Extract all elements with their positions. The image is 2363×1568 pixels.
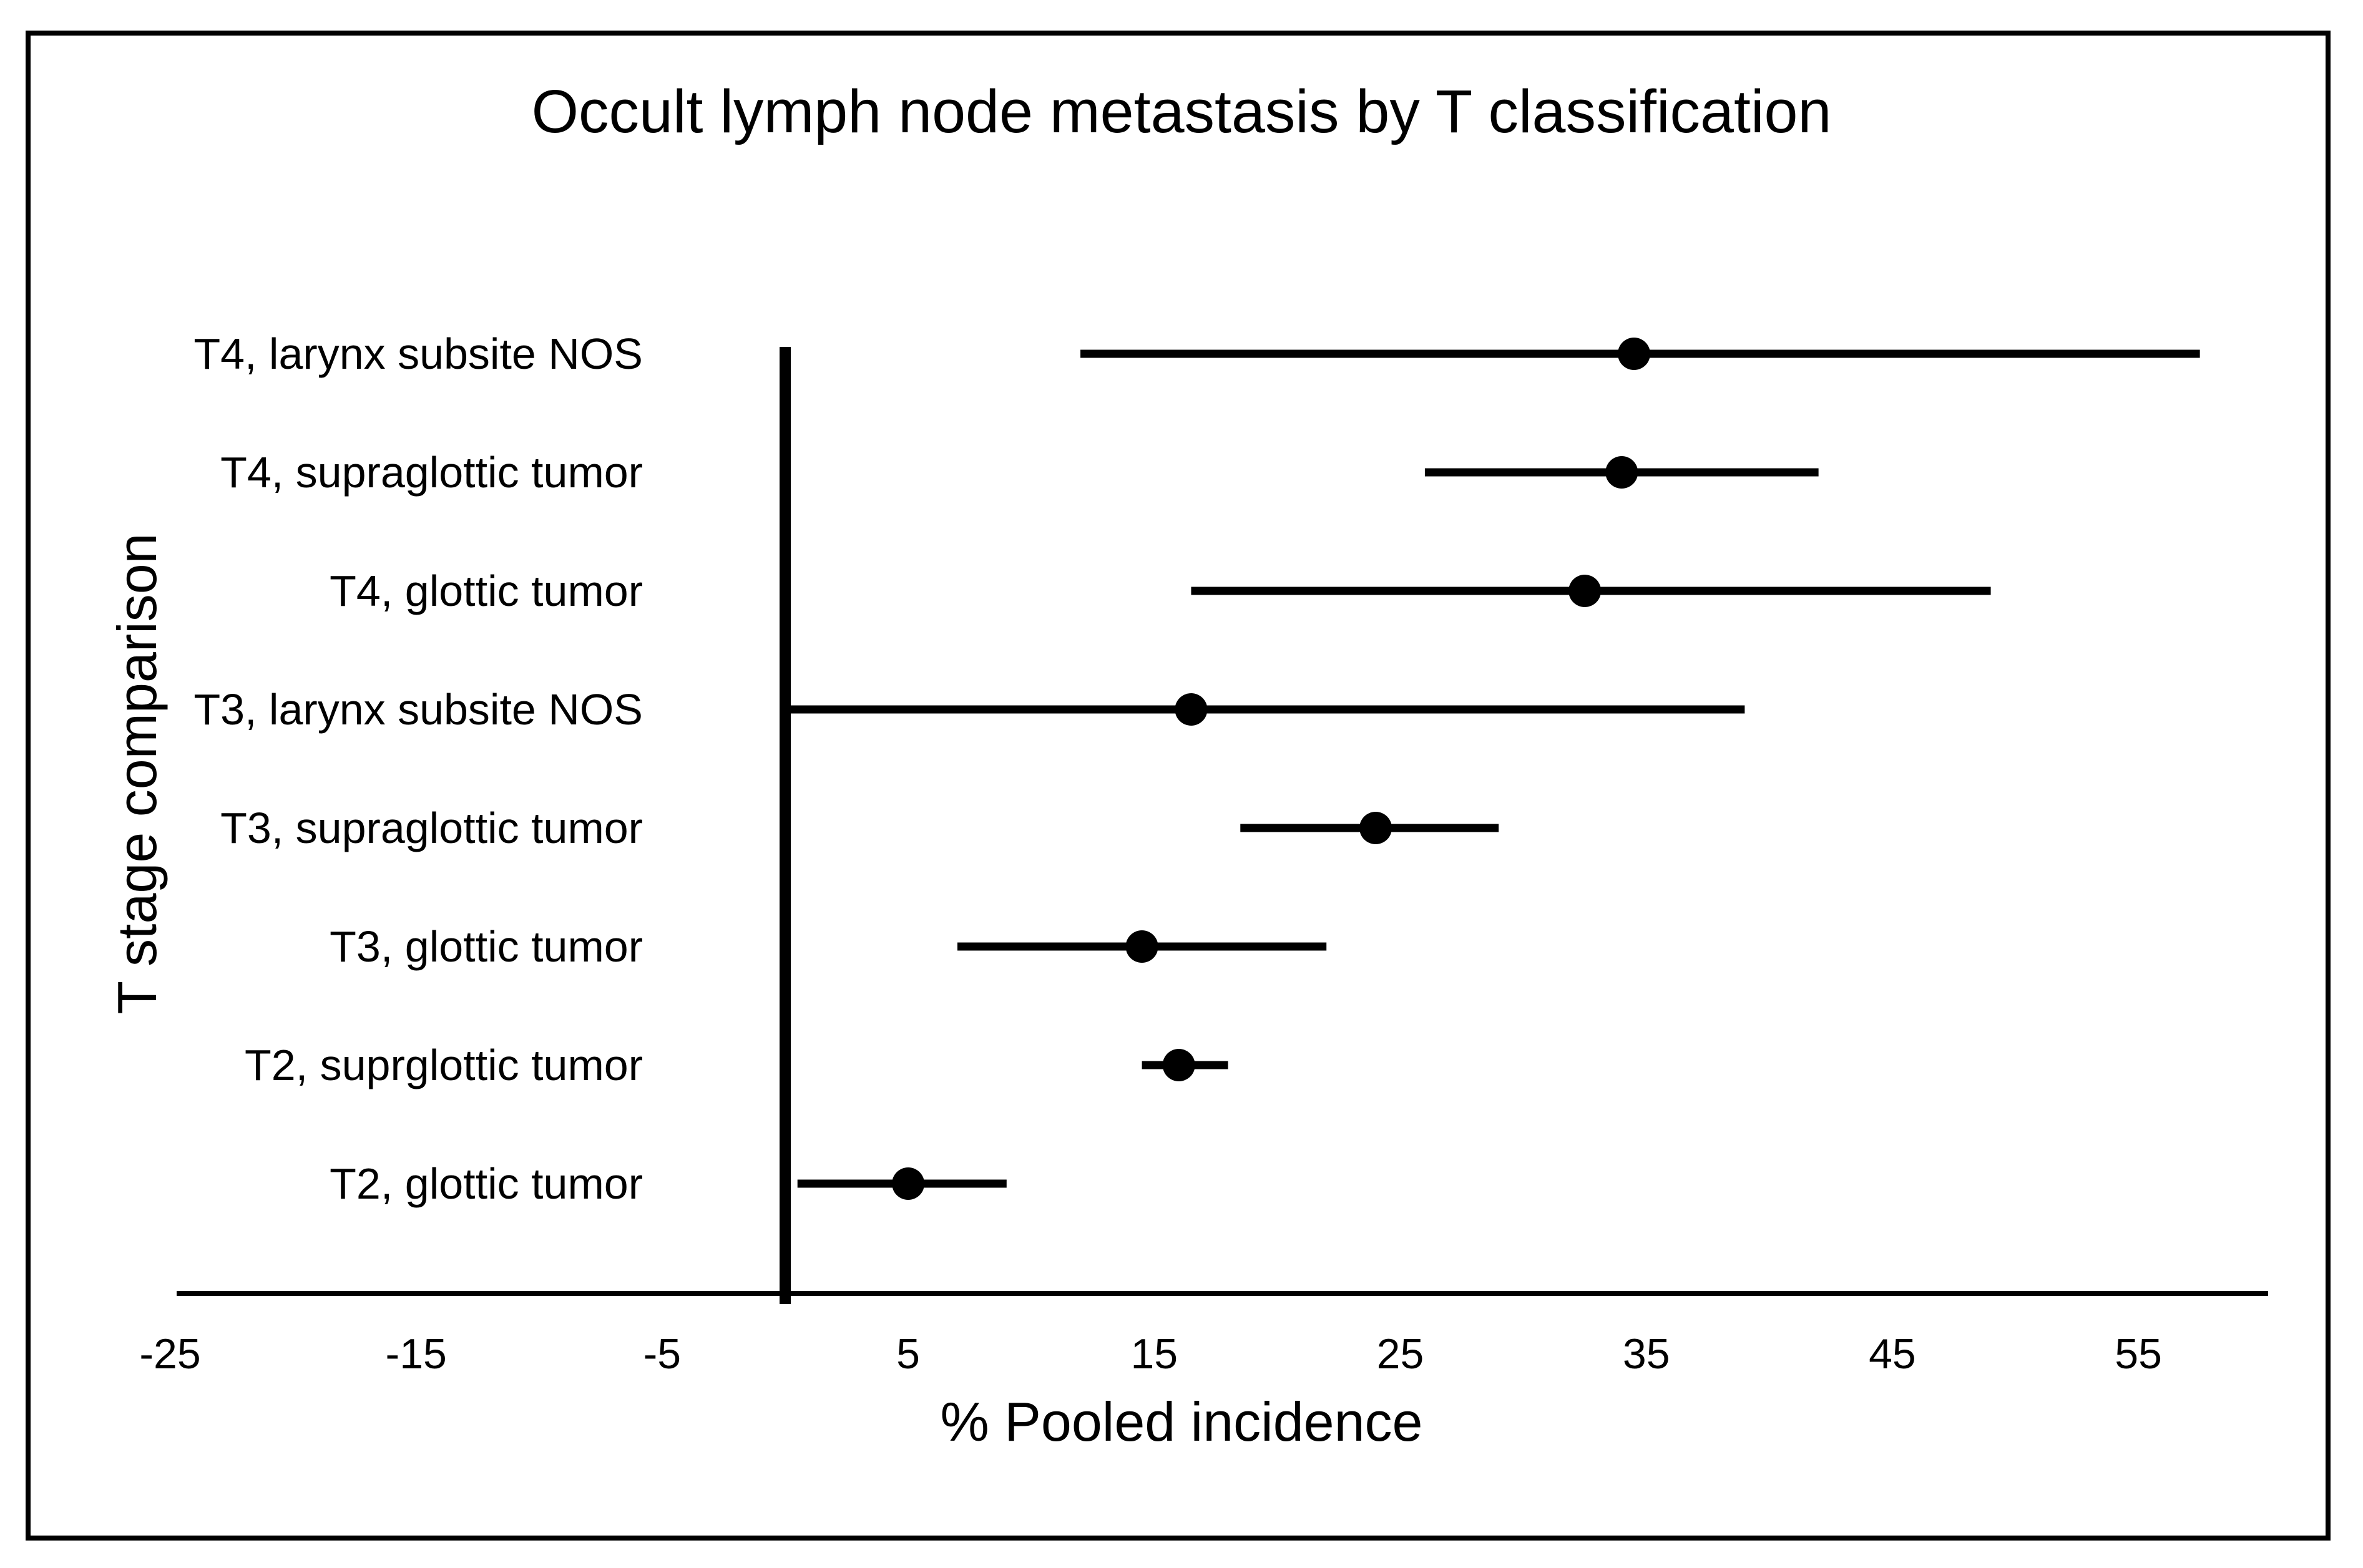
- x-tick-label: 15: [1130, 1330, 1178, 1378]
- category-label: T4, supraglottic tumor: [220, 448, 643, 497]
- figure-border: [26, 31, 2331, 1541]
- category-label: T3, larynx subsite NOS: [193, 685, 643, 734]
- chart-title: Occult lymph node metastasis by T classi…: [531, 77, 1832, 145]
- data-point: [1125, 930, 1158, 963]
- data-point: [1605, 456, 1638, 489]
- data-point: [892, 1167, 925, 1200]
- data-point: [1175, 693, 1208, 726]
- x-axis-label: % Pooled incidence: [940, 1391, 1423, 1453]
- x-tick-label: 45: [1869, 1330, 1916, 1378]
- category-label: T4, glottic tumor: [330, 567, 643, 615]
- x-tick-label: 55: [2115, 1330, 2162, 1378]
- data-point: [1359, 812, 1392, 844]
- category-label: T3, glottic tumor: [330, 922, 643, 971]
- category-label: T2, glottic tumor: [330, 1159, 643, 1208]
- data-point: [1617, 338, 1650, 370]
- data-point: [1162, 1049, 1195, 1081]
- x-tick-label: -25: [139, 1330, 200, 1378]
- x-tick-label: -15: [386, 1330, 447, 1378]
- x-tick-label: 25: [1377, 1330, 1424, 1378]
- category-label: T2, suprglottic tumor: [245, 1041, 643, 1089]
- data-point: [1568, 575, 1602, 607]
- category-label: T3, supraglottic tumor: [220, 804, 643, 852]
- category-label: T4, larynx subsite NOS: [193, 329, 643, 378]
- x-tick-label: 5: [896, 1330, 920, 1378]
- y-axis-label: T stage comparison: [106, 533, 168, 1015]
- x-tick-label: 35: [1623, 1330, 1670, 1378]
- x-tick-label: -5: [643, 1330, 681, 1378]
